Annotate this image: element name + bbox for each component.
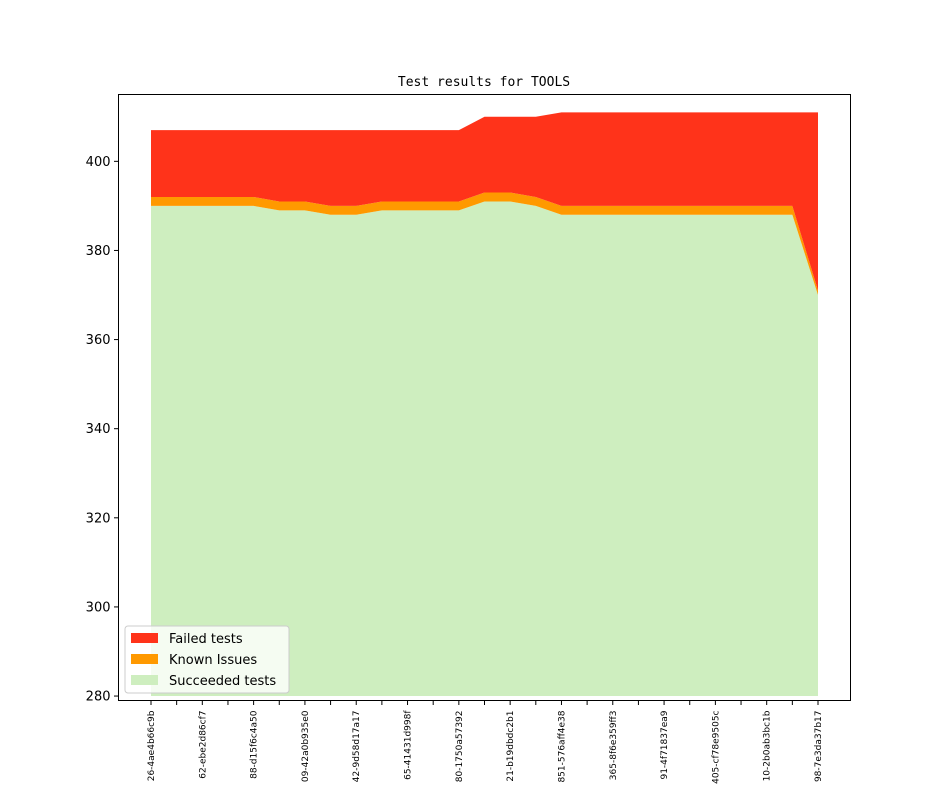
x-tick-label-6: 80-1750a57392 [455, 711, 465, 783]
legend-swatch-failed-tests [131, 633, 158, 643]
y-tick-label-360: 360 [86, 333, 111, 348]
legend-label-succeeded-tests: Succeeded tests [169, 674, 276, 689]
x-tick-label-11: 405-cf78e9505c [711, 710, 721, 783]
x-tick-label-12: 10-2b0ab3bc1b [763, 710, 773, 781]
y-tick-label-300: 300 [86, 600, 111, 615]
plot-area [151, 112, 818, 697]
legend-swatch-succeeded-tests [131, 675, 158, 685]
y-tick-label-320: 320 [86, 511, 111, 526]
series-area-failed-tests [151, 112, 818, 291]
y-tick-label-380: 380 [86, 244, 111, 259]
legend-box [124, 625, 290, 694]
x-tick-label-7: 21-b19dbdc2b1 [506, 711, 516, 782]
x-tick-label-5: 65-41431d998f [404, 710, 414, 780]
y-tick-label-340: 340 [86, 422, 111, 437]
x-tick-label-8: 851-576aff4e38 [557, 710, 567, 782]
x-tick-label-9: 365-8f6e359ff3 [609, 711, 619, 781]
series-area-succeeded-tests [151, 201, 818, 697]
x-tick-label-4: 42-9d58d17a17 [352, 711, 362, 783]
x-tick-label-0: 26-4ae4b66c9b [147, 710, 157, 781]
chart-title: Test results for TOOLS [398, 75, 570, 90]
x-tick-label-1: 62-ebe2d86cf7 [198, 711, 208, 779]
legend: Failed tests Known Issues Succeeded tests [124, 625, 290, 694]
y-tick-label-400: 400 [86, 155, 111, 170]
x-tick-label-13: 98-7e3da37b17 [814, 711, 824, 783]
y-tick-label-280: 280 [86, 690, 111, 705]
legend-label-failed-tests: Failed tests [169, 632, 243, 647]
x-tick-label-2: 88-d15f6c4a50 [250, 710, 260, 779]
y-axis: 280 300 320 340 360 380 400 [86, 155, 119, 705]
legend-label-known-issues: Known Issues [169, 653, 257, 668]
series-area-known-issues [151, 192, 818, 296]
legend-swatch-known-issues [131, 654, 158, 664]
x-axis: 26-4ae4b66c9b 62-ebe2d86cf7 88-d15f6c4a50 0… [147, 700, 824, 784]
x-tick-label-10: 91-4f71837ea9 [660, 710, 670, 779]
x-tick-label-3: 09-42a0b935e0 [301, 710, 311, 782]
